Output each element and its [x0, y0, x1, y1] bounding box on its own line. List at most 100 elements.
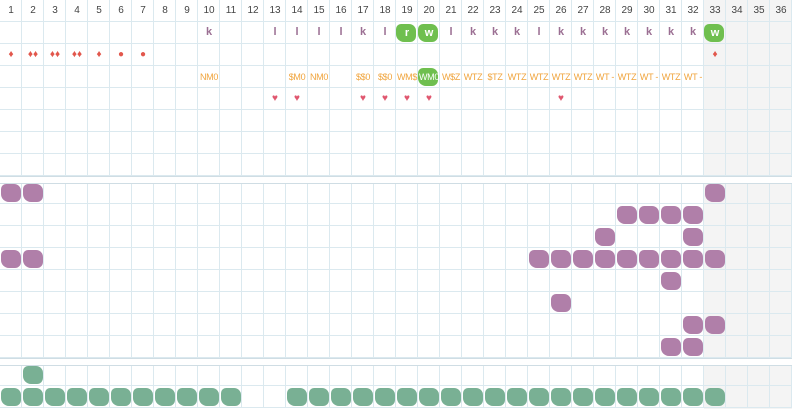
green-mark[interactable]	[397, 388, 417, 406]
middle-band-cell[interactable]	[682, 270, 704, 292]
purple-mark[interactable]	[683, 338, 703, 356]
bottom-band-cell[interactable]	[352, 364, 374, 386]
top-band-cell[interactable]	[132, 110, 154, 132]
middle-band-cell[interactable]	[638, 292, 660, 314]
middle-band-cell[interactable]	[506, 292, 528, 314]
middle-band-cell[interactable]	[242, 292, 264, 314]
top-band-cell[interactable]	[22, 110, 44, 132]
green-mark[interactable]	[683, 388, 703, 406]
middle-band-cell[interactable]	[726, 248, 748, 270]
middle-band-cell[interactable]	[528, 336, 550, 358]
top-band-cell[interactable]	[220, 132, 242, 154]
top-band-cell[interactable]	[704, 154, 726, 176]
top-band-cell[interactable]	[396, 44, 418, 66]
bottom-band-cell[interactable]	[308, 364, 330, 386]
top-band-cell[interactable]	[22, 66, 44, 88]
top-band-cell[interactable]	[66, 154, 88, 176]
bottom-band-cell[interactable]	[572, 364, 594, 386]
bottom-band-cell[interactable]	[704, 364, 726, 386]
top-band-cell[interactable]	[176, 66, 198, 88]
top-band-cell[interactable]	[22, 154, 44, 176]
middle-band-cell[interactable]	[462, 314, 484, 336]
purple-mark[interactable]	[595, 250, 615, 268]
top-band-cell[interactable]	[396, 154, 418, 176]
green-mark[interactable]	[485, 388, 505, 406]
middle-band-cell[interactable]	[286, 336, 308, 358]
middle-band-cell[interactable]	[550, 226, 572, 248]
middle-band-cell[interactable]	[572, 336, 594, 358]
middle-band-cell[interactable]	[484, 248, 506, 270]
top-band-cell[interactable]	[308, 88, 330, 110]
green-mark[interactable]	[23, 388, 43, 406]
top-band-cell[interactable]	[770, 88, 792, 110]
bottom-band-cell[interactable]	[154, 364, 176, 386]
middle-band-cell[interactable]	[110, 270, 132, 292]
middle-band-cell[interactable]	[594, 270, 616, 292]
top-band-cell[interactable]	[616, 44, 638, 66]
top-band-cell[interactable]	[528, 154, 550, 176]
top-band-cell[interactable]	[462, 132, 484, 154]
middle-band-cell[interactable]	[572, 314, 594, 336]
middle-band-cell[interactable]	[110, 292, 132, 314]
top-band-cell[interactable]	[44, 66, 66, 88]
green-mark[interactable]	[551, 388, 571, 406]
green-mark[interactable]	[155, 388, 175, 406]
middle-band-cell[interactable]	[242, 248, 264, 270]
middle-band-cell[interactable]	[220, 248, 242, 270]
top-band-cell[interactable]	[132, 66, 154, 88]
middle-band-cell[interactable]	[396, 182, 418, 204]
middle-band-cell[interactable]	[22, 314, 44, 336]
top-band-cell[interactable]	[660, 154, 682, 176]
top-band-cell[interactable]	[44, 132, 66, 154]
top-band-cell[interactable]	[22, 88, 44, 110]
middle-band-cell[interactable]	[572, 292, 594, 314]
middle-band-cell[interactable]	[110, 248, 132, 270]
bottom-band-cell[interactable]	[440, 364, 462, 386]
green-mark[interactable]	[617, 388, 637, 406]
middle-band-cell[interactable]	[132, 292, 154, 314]
bottom-band-cell[interactable]	[396, 364, 418, 386]
middle-band-cell[interactable]	[352, 270, 374, 292]
middle-band-cell[interactable]	[748, 182, 770, 204]
top-band-cell[interactable]	[264, 132, 286, 154]
middle-band-cell[interactable]	[770, 226, 792, 248]
top-band-cell[interactable]	[220, 110, 242, 132]
green-mark[interactable]	[133, 388, 153, 406]
middle-band-cell[interactable]	[506, 270, 528, 292]
middle-band-cell[interactable]	[176, 314, 198, 336]
middle-band-cell[interactable]	[594, 292, 616, 314]
middle-band-cell[interactable]	[374, 270, 396, 292]
top-band-cell[interactable]	[330, 66, 352, 88]
middle-band-cell[interactable]	[704, 292, 726, 314]
middle-band-cell[interactable]	[154, 336, 176, 358]
top-band-cell[interactable]	[748, 154, 770, 176]
middle-band-cell[interactable]	[616, 270, 638, 292]
purple-mark[interactable]	[617, 250, 637, 268]
top-band-cell[interactable]	[704, 110, 726, 132]
top-band-cell[interactable]	[352, 44, 374, 66]
top-band-cell[interactable]	[264, 44, 286, 66]
middle-band-cell[interactable]	[88, 270, 110, 292]
middle-band-cell[interactable]	[462, 204, 484, 226]
middle-band-cell[interactable]	[528, 292, 550, 314]
middle-band-cell[interactable]	[484, 204, 506, 226]
middle-band-cell[interactable]	[638, 314, 660, 336]
middle-band-cell[interactable]	[616, 314, 638, 336]
middle-band-cell[interactable]	[22, 270, 44, 292]
bottom-band-cell[interactable]	[506, 364, 528, 386]
middle-band-cell[interactable]	[308, 226, 330, 248]
purple-mark[interactable]	[595, 228, 615, 246]
top-band-cell[interactable]	[572, 88, 594, 110]
top-band-cell[interactable]	[550, 110, 572, 132]
middle-band-cell[interactable]	[0, 314, 22, 336]
middle-band-cell[interactable]	[748, 270, 770, 292]
middle-band-cell[interactable]	[44, 336, 66, 358]
top-band-cell[interactable]	[220, 22, 242, 44]
top-band-cell[interactable]	[440, 110, 462, 132]
middle-band-cell[interactable]	[484, 270, 506, 292]
middle-band-cell[interactable]	[748, 336, 770, 358]
bottom-band-cell[interactable]	[748, 364, 770, 386]
middle-band-cell[interactable]	[66, 182, 88, 204]
top-band-cell[interactable]	[528, 110, 550, 132]
middle-band-cell[interactable]	[330, 314, 352, 336]
